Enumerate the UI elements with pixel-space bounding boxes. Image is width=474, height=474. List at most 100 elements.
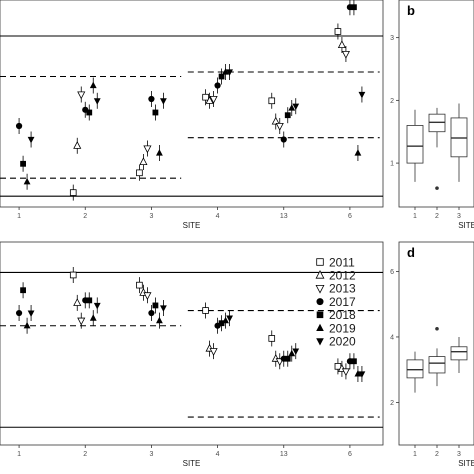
panel-label: d <box>407 245 415 260</box>
outlier-point <box>435 186 439 190</box>
data-point <box>23 177 31 185</box>
data-point <box>358 371 366 378</box>
data-point <box>77 91 86 100</box>
data-point <box>202 307 209 314</box>
panel-label: b <box>407 3 415 18</box>
data-point <box>93 302 101 310</box>
x-axis-label: SITE <box>183 459 201 468</box>
x-tick-label: 2 <box>83 451 87 458</box>
data-point <box>268 97 276 105</box>
data-point <box>143 292 152 301</box>
x-tick-label: 13 <box>280 451 288 458</box>
data-point <box>341 51 350 59</box>
data-point <box>73 298 82 306</box>
legend-symbol <box>316 323 324 331</box>
box <box>406 125 424 164</box>
box <box>428 356 446 374</box>
legend-symbol <box>316 258 324 266</box>
x-tick-label: 3 <box>149 451 153 458</box>
data-point <box>205 96 214 104</box>
data-point <box>226 69 233 76</box>
x-tick-label: 2 <box>435 213 439 220</box>
x-tick-label: 2 <box>83 213 87 220</box>
legend-label: 2012 <box>329 269 356 283</box>
plot-area <box>398 241 474 446</box>
data-point <box>93 98 101 105</box>
legend-symbol <box>316 311 324 319</box>
data-point <box>136 281 143 289</box>
data-point <box>15 309 23 317</box>
data-point <box>152 302 159 309</box>
data-point <box>354 149 362 156</box>
x-tick-label: 1 <box>17 213 21 220</box>
legend-label: 2019 <box>329 321 356 335</box>
box <box>450 346 468 361</box>
data-point <box>69 271 77 279</box>
y-tick-label: 1 <box>390 161 394 168</box>
y-tick-label: 2 <box>390 400 394 407</box>
y-tick-label: 6 <box>390 269 394 276</box>
data-point <box>284 355 291 362</box>
data-point <box>20 160 26 167</box>
x-tick-label: 1 <box>17 451 21 458</box>
data-point <box>69 189 77 196</box>
x-axis-label: SITE <box>458 221 474 230</box>
y-tick-label: 4 <box>390 334 394 341</box>
y-tick-label: 2 <box>390 98 394 105</box>
data-point <box>27 310 35 317</box>
data-point <box>218 73 225 80</box>
data-point <box>209 96 218 104</box>
data-point <box>271 116 280 125</box>
y-tick-label: 3 <box>390 35 394 42</box>
legend-label: 2011 <box>329 255 355 269</box>
data-point <box>143 145 152 154</box>
legend-label: 2020 <box>329 335 356 349</box>
data-point <box>136 169 143 177</box>
data-point <box>292 103 300 111</box>
x-tick-label: 2 <box>435 451 439 458</box>
legend-symbol <box>315 284 325 294</box>
data-point <box>275 123 284 131</box>
data-point <box>156 149 163 156</box>
plot-area <box>398 0 474 208</box>
legend-label: 2017 <box>329 295 356 309</box>
panel-bottom-left: 1 2 3 4 13 6 SITE <box>0 241 384 468</box>
data-point <box>23 321 31 329</box>
legend-symbol <box>316 338 324 346</box>
data-point <box>214 82 221 89</box>
plot-area <box>0 0 384 208</box>
data-point <box>292 348 300 356</box>
data-point <box>222 68 229 75</box>
x-tick-label: 4 <box>216 213 220 220</box>
x-tick-label: 3 <box>457 213 461 220</box>
data-point <box>160 98 167 105</box>
x-tick-label: 6 <box>348 213 352 220</box>
data-point <box>152 109 159 116</box>
x-axis-label: SITE <box>458 459 474 468</box>
data-point <box>139 157 148 166</box>
data-point <box>288 349 296 357</box>
data-point <box>156 316 163 324</box>
data-point <box>27 136 35 144</box>
data-point <box>73 141 82 149</box>
x-tick-label: 1 <box>413 213 417 220</box>
data-point <box>341 368 350 377</box>
legend-label: 2018 <box>329 308 356 322</box>
data-point <box>209 348 218 356</box>
data-point <box>351 4 357 11</box>
box <box>406 359 424 379</box>
x-tick-label: 4 <box>216 451 220 458</box>
data-point <box>15 122 23 130</box>
data-point <box>288 104 296 111</box>
data-point <box>77 317 86 326</box>
panel-top-left: 1 2 3 4 13 6 SITE <box>0 0 384 230</box>
data-point <box>86 297 93 304</box>
data-point <box>334 28 342 35</box>
data-point <box>20 287 26 294</box>
data-point <box>148 309 155 317</box>
outlier-point <box>435 326 439 331</box>
data-point <box>222 316 229 324</box>
